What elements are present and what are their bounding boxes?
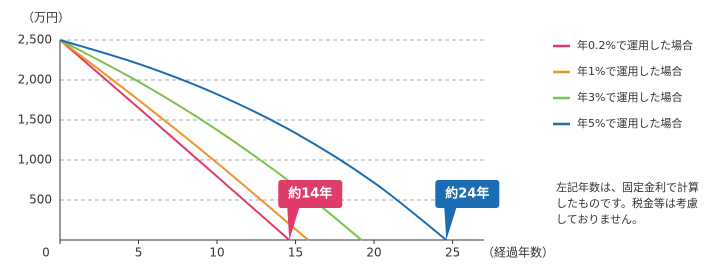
x-tick-label: 5 xyxy=(135,246,143,260)
note-line: しておりません。 xyxy=(556,213,643,226)
legend-label: 年3%で運用した場合 xyxy=(577,90,682,104)
legend-label: 年5%で運用した場合 xyxy=(577,116,682,130)
y-axis-label: （万円） xyxy=(22,11,70,25)
callout-box xyxy=(435,180,500,240)
callout-label: 約14年 xyxy=(288,186,332,202)
y-tick-label: 2,500 xyxy=(18,33,52,47)
x-tick-label: 0 xyxy=(42,246,50,260)
callout-label: 約24年 xyxy=(445,186,489,202)
x-tick-label: 10 xyxy=(209,246,224,260)
callout-box xyxy=(278,180,343,240)
callout: 約24年 xyxy=(435,180,500,240)
x-tick-label: 15 xyxy=(288,246,303,260)
y-tick-label: 1,500 xyxy=(18,113,52,127)
line-series xyxy=(59,39,363,241)
y-tick-label: 2,000 xyxy=(18,73,52,87)
legend-label: 年0.2%で運用した場合 xyxy=(577,38,693,52)
note-line: したものです。税金等は考慮 xyxy=(556,196,698,210)
x-tick-label: 20 xyxy=(366,246,381,260)
line-series xyxy=(59,39,309,241)
x-tick-label: 25 xyxy=(445,246,460,260)
line-series xyxy=(59,39,290,241)
y-tick-label: 1,000 xyxy=(18,153,52,167)
callout: 約14年 xyxy=(278,180,343,240)
legend-label: 年1%で運用した場合 xyxy=(577,64,682,78)
x-axis-label: （経過年数） xyxy=(482,245,554,260)
note-line: 左記年数は、固定金利で計算 xyxy=(556,180,699,194)
line-series xyxy=(59,39,447,241)
y-tick-label: 500 xyxy=(29,193,52,207)
